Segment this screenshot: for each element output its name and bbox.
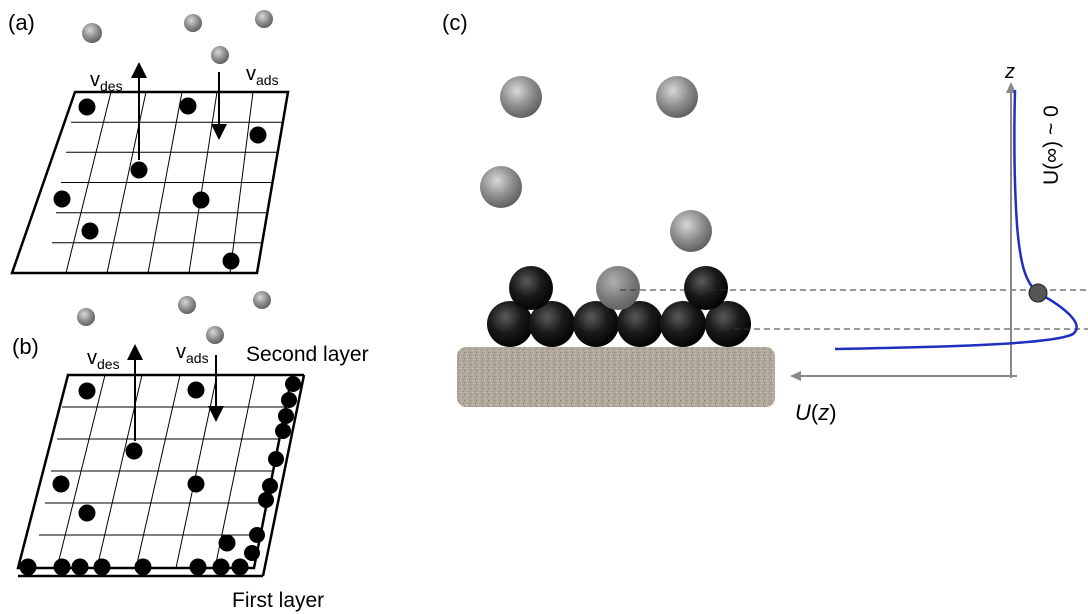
lattice-grid xyxy=(10,90,290,275)
panel-a: (a) xyxy=(8,10,290,275)
z-axis-arrowhead xyxy=(1006,82,1016,93)
gas-particles xyxy=(77,291,271,344)
first-layer-label: First layer xyxy=(232,589,324,612)
u-infinity-label: U(∞) ~ 0 xyxy=(1040,105,1063,185)
u-axis-arrowhead xyxy=(790,371,801,381)
v-des-label: vdes xyxy=(87,347,120,372)
lattice-grid xyxy=(16,373,306,578)
panel-b: (b) xyxy=(12,291,369,612)
second-layer-particles xyxy=(244,376,301,561)
substrate xyxy=(457,347,775,407)
potential-curve xyxy=(834,89,1078,351)
panel-b-label: (b) xyxy=(12,334,39,359)
second-layer-particles xyxy=(509,266,728,310)
gas-particles xyxy=(480,76,712,252)
panel-c-label: (c) xyxy=(442,10,468,35)
adsorbed-particles xyxy=(52,381,236,552)
first-layer-particles xyxy=(19,558,249,576)
first-layer-particles xyxy=(487,301,751,347)
v-ads-label: vads xyxy=(246,63,279,88)
v-ads-label: vads xyxy=(176,341,209,366)
panel-c: (c) xyxy=(442,10,1088,425)
second-layer-label: Second layer xyxy=(246,343,369,366)
adsorbed-particle-marker xyxy=(1028,283,1048,303)
v-des-label: vdes xyxy=(90,69,123,94)
u-axis-label: U(z) xyxy=(795,400,837,425)
gas-particles xyxy=(82,10,273,64)
panel-a-label: (a) xyxy=(8,10,35,35)
z-axis-label: z xyxy=(1004,61,1015,83)
adsorbed-particles xyxy=(53,97,267,270)
